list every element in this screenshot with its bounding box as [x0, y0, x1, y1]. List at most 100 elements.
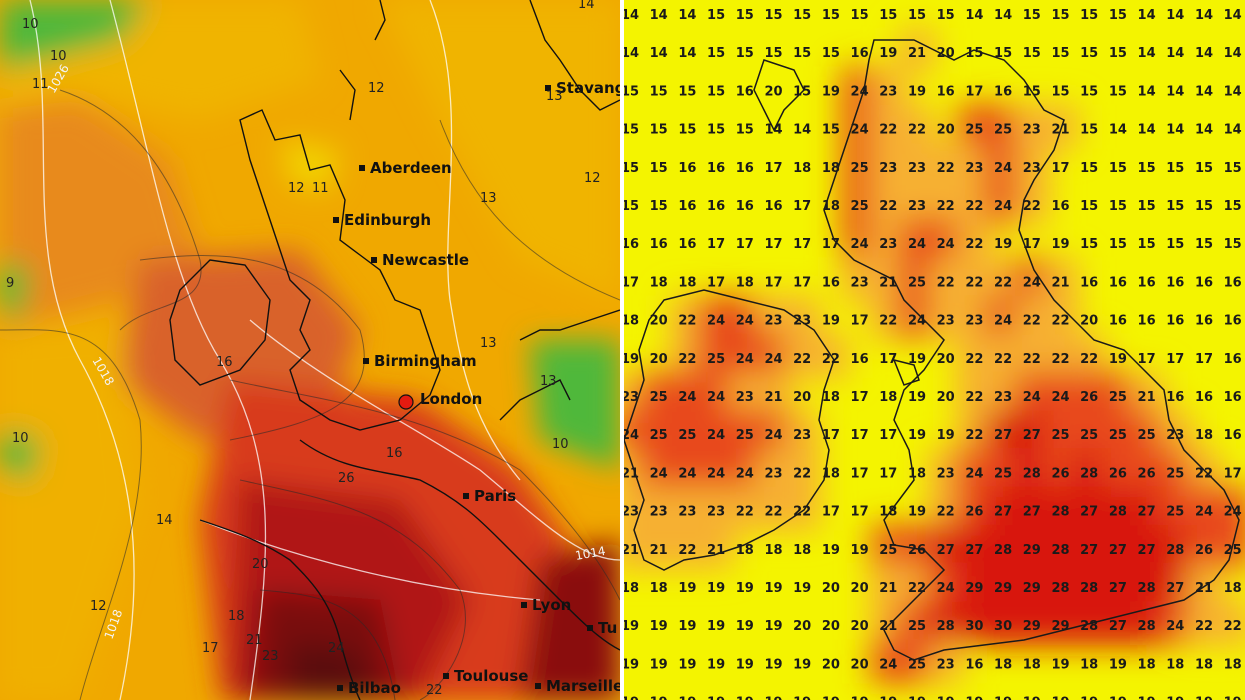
- grid-temperature-value: 24: [736, 314, 754, 329]
- grid-temperature-value: 28: [1080, 466, 1098, 481]
- grid-temperature-value: 23: [908, 199, 926, 214]
- grid-temperature-value: 23: [678, 505, 696, 520]
- city-label: Birmingham: [374, 352, 477, 370]
- grid-temperature-value: 28: [994, 543, 1012, 558]
- grid-temperature-value: 15: [1138, 237, 1156, 252]
- grid-temperature-value: 24: [851, 123, 869, 138]
- grid-temperature-value: 21: [707, 543, 725, 558]
- grid-temperature-value: 22: [764, 505, 782, 520]
- grid-temperature-value: 19: [908, 505, 926, 520]
- grid-temperature-value: 15: [707, 123, 725, 138]
- grid-temperature-value: 17: [822, 237, 840, 252]
- heat-cell: [1214, 524, 1245, 569]
- grid-temperature-value: 24: [1023, 275, 1041, 290]
- grid-temperature-value: 19: [965, 696, 983, 700]
- grid-temperature-value: 14: [1166, 84, 1184, 99]
- grid-temperature-value: 19: [908, 428, 926, 443]
- coastlines: [169, 0, 620, 700]
- temperature-value-grid: 14 14 14 15 15 15 15 15 15 15 15 15 14 14 15 15 15 15 14 14…: [624, 8, 1242, 700]
- grid-temperature-value: 22: [1051, 314, 1069, 329]
- grid-temperature-value: 15: [736, 8, 754, 23]
- grid-temperature-value: 23: [650, 505, 668, 520]
- grid-temperature-value: 30: [994, 619, 1012, 634]
- grid-temperature-value: 27: [1138, 543, 1156, 558]
- grid-temperature-value: 19: [624, 352, 639, 367]
- grid-temperature-value: 24: [678, 466, 696, 481]
- grid-temperature-value: 15: [678, 123, 696, 138]
- grid-temperature-value: 23: [1023, 161, 1041, 176]
- grid-temperature-value: 23: [1023, 123, 1041, 138]
- grid-temperature-value: 27: [994, 428, 1012, 443]
- grid-temperature-value: 15: [1109, 84, 1127, 99]
- grid-temperature-value: 16: [678, 199, 696, 214]
- grid-temperature-value: 16: [965, 657, 983, 672]
- grid-temperature-value: 19: [822, 543, 840, 558]
- heat-cell: [784, 295, 821, 340]
- grid-temperature-value: 26: [1138, 466, 1156, 481]
- grid-temperature-value: 22: [965, 237, 983, 252]
- grid-temperature-value: 16: [1109, 314, 1127, 329]
- grid-temperature-value: 14: [624, 8, 639, 23]
- grid-temperature-value: 23: [624, 390, 639, 405]
- grid-temperature-value: 27: [937, 543, 955, 558]
- grid-temperature-value: 21: [1195, 581, 1213, 596]
- grid-temperature-value: 16: [650, 237, 668, 252]
- grid-temperature-value: 19: [908, 352, 926, 367]
- grid-temperature-value: 23: [994, 390, 1012, 405]
- heat-cell: [927, 639, 964, 684]
- grid-temperature-value: 20: [937, 352, 955, 367]
- temperature-contours: [0, 89, 620, 700]
- grid-temperature-value: 24: [908, 314, 926, 329]
- grid-temperature-value: 19: [650, 657, 668, 672]
- grid-temperature-value: 19: [650, 696, 668, 700]
- grid-temperature-value: 19: [764, 696, 782, 700]
- grid-temperature-value: 19: [678, 619, 696, 634]
- grid-temperature-value: 19: [1109, 696, 1127, 700]
- grid-temperature-value: 16: [851, 46, 869, 61]
- grid-temperature-value: 23: [707, 505, 725, 520]
- grid-temperature-value: 24: [908, 237, 926, 252]
- grid-temperature-value: 24: [851, 84, 869, 99]
- grid-temperature-value: 20: [822, 581, 840, 596]
- grid-temperature-value: 22: [793, 352, 811, 367]
- grid-temperature-value: 27: [994, 505, 1012, 520]
- grid-temperature-value: 14: [1195, 123, 1213, 138]
- grid-temperature-value: 19: [678, 657, 696, 672]
- contour-label: 12: [584, 171, 601, 186]
- grid-temperature-value: 15: [1080, 123, 1098, 138]
- grid-temperature-value: 15: [678, 84, 696, 99]
- city-label: Stavang: [556, 79, 620, 97]
- grid-temperature-value: 14: [764, 123, 782, 138]
- contour-label: 21: [246, 633, 263, 648]
- contour-label: 11: [312, 181, 329, 196]
- grid-temperature-value: 14: [1138, 46, 1156, 61]
- heat-cell: [698, 524, 735, 569]
- grid-temperature-value: 21: [1051, 123, 1069, 138]
- grid-temperature-value: 18: [822, 466, 840, 481]
- grid-temperature-value: 22: [1195, 619, 1213, 634]
- grid-temperature-value: 22: [937, 505, 955, 520]
- grid-temperature-value: 21: [1051, 275, 1069, 290]
- heat-cell: [784, 448, 821, 493]
- grid-temperature-value: 15: [1080, 199, 1098, 214]
- grid-temperature-value: 14: [1138, 8, 1156, 23]
- grid-temperature-value: 25: [908, 275, 926, 290]
- grid-temperature-value: 17: [707, 275, 725, 290]
- grid-temperature-value: 16: [1195, 314, 1213, 329]
- grid-temperature-value: 16: [1051, 199, 1069, 214]
- grid-temperature-value: 19: [908, 84, 926, 99]
- grid-temperature-value: 15: [1109, 46, 1127, 61]
- grid-temperature-value: 28: [1051, 543, 1069, 558]
- grid-temperature-value: 15: [707, 46, 725, 61]
- grid-temperature-value: 27: [1109, 543, 1127, 558]
- grid-temperature-value: 24: [937, 237, 955, 252]
- grid-temperature-value: 20: [937, 390, 955, 405]
- grid-temperature-value: 19: [624, 696, 639, 700]
- grid-temperature-value: 20: [650, 352, 668, 367]
- grid-temperature-value: 14: [1195, 8, 1213, 23]
- grid-temperature-value: 16: [678, 237, 696, 252]
- grid-temperature-value: 25: [994, 466, 1012, 481]
- grid-temperature-value: 16: [1080, 275, 1098, 290]
- heat-cell: [899, 104, 935, 149]
- city-label: Toulouse: [454, 667, 528, 685]
